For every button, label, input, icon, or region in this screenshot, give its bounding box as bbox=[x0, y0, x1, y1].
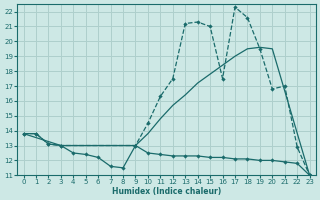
X-axis label: Humidex (Indice chaleur): Humidex (Indice chaleur) bbox=[112, 187, 221, 196]
